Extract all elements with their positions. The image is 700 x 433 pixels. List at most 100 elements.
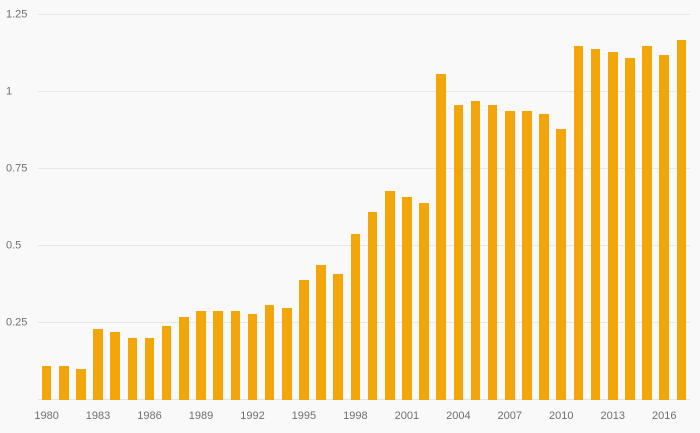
bar-slot (536, 10, 553, 400)
bar-2012 (590, 49, 601, 400)
bar-1981 (58, 366, 69, 400)
bar-1985 (127, 338, 138, 400)
bar-1984 (110, 332, 120, 400)
bar-slot (415, 10, 432, 400)
bar-slot (570, 10, 587, 400)
bar-slot (484, 10, 501, 400)
bar-slot (467, 10, 484, 400)
gridline (38, 322, 690, 324)
bar-1987 (161, 326, 172, 400)
x-tick-label: 1998 (343, 410, 368, 422)
bar-slot: 1998 (343, 10, 368, 422)
bar-1993 (264, 304, 275, 400)
gridline (38, 245, 690, 247)
x-tick-label: 1986 (137, 410, 162, 422)
x-tick-label: 1980 (34, 410, 59, 422)
bar-slot (158, 10, 175, 400)
bar-slot (518, 10, 535, 400)
x-tick-label: 2010 (549, 410, 574, 422)
bar-slot (55, 10, 72, 400)
x-tick-label: 1992 (240, 410, 265, 422)
bar-2000 (384, 190, 395, 400)
x-tick-label: 1989 (188, 410, 214, 422)
x-tick-label: 2001 (394, 410, 420, 422)
bar-2010 (556, 129, 567, 400)
x-tick-label: 2007 (497, 410, 523, 422)
bar-1995 (299, 279, 309, 400)
bar-2002 (419, 203, 429, 400)
bar-slot (330, 10, 347, 400)
bar-2003 (436, 73, 446, 400)
bar-1996 (316, 264, 326, 400)
gridline (38, 91, 690, 93)
y-tick-label: 1.25 (6, 8, 28, 21)
bar-2013 (607, 52, 618, 400)
bar-slot (124, 10, 141, 400)
bar-slot (227, 10, 244, 400)
bar-slot (673, 10, 690, 400)
bar-1992 (247, 313, 258, 400)
bar-slot (72, 10, 89, 400)
bar-slot (381, 10, 398, 400)
x-axis-baseline (38, 399, 690, 400)
bar-1991 (230, 310, 241, 400)
bar-1989 (196, 310, 206, 400)
bar-slot: 2007 (498, 10, 522, 422)
bar-2014 (625, 58, 635, 400)
bar-slot (107, 10, 124, 400)
y-tick-label: 0.25 (6, 316, 28, 329)
bar-slot (587, 10, 604, 400)
bar-1999 (367, 212, 378, 400)
bar-slot: 2004 (446, 10, 471, 422)
bar-2015 (642, 46, 652, 400)
bar-slot: 1986 (137, 10, 162, 422)
bar-2008 (522, 110, 532, 400)
bar-slot (638, 10, 655, 400)
bar-1998 (350, 233, 361, 400)
bar-2007 (505, 110, 515, 400)
y-tick-label: 0.75 (6, 162, 28, 175)
bar-slot: 2010 (549, 10, 574, 422)
gridline (38, 168, 690, 170)
bar-slot (621, 10, 638, 400)
x-tick-label: 2004 (446, 410, 471, 422)
bar-slot: 1989 (189, 10, 213, 422)
x-tick-label: 1995 (291, 410, 317, 422)
bar-1990 (213, 310, 223, 400)
y-tick-label: 0.5 (6, 239, 22, 252)
bar-1997 (333, 273, 344, 400)
bar-slot: 1983 (86, 10, 110, 422)
bar-2011 (573, 46, 584, 400)
bar-slot (313, 10, 330, 400)
bar-1994 (281, 307, 292, 400)
bar-1982 (76, 369, 86, 400)
x-tick-label: 1983 (85, 410, 111, 422)
bar-slot: 1980 (34, 10, 59, 422)
bar-slot (433, 10, 450, 400)
x-tick-label: 2013 (600, 410, 625, 422)
bar-1983 (93, 329, 103, 400)
bar-slot (261, 10, 278, 400)
bar-slot (175, 10, 192, 400)
bar-slot: 1992 (240, 10, 265, 422)
bar-slot: 2001 (395, 10, 419, 422)
bar-2005 (470, 101, 481, 400)
x-tick-label: 2016 (651, 410, 677, 422)
gridline (38, 14, 690, 16)
bar-1986 (144, 338, 155, 400)
plot-area: 0.25 0.5 0.75 1 1.25 1980 1983 1986 1989 1992 199… (6, 9, 690, 422)
bar-2001 (402, 196, 412, 400)
bar-2016 (659, 55, 669, 400)
bar-2006 (487, 104, 498, 400)
bar-slot (210, 10, 227, 400)
bar-2017 (676, 39, 687, 400)
bars: 1980 1983 1986 1989 1992 1995 1998 2001 2004 2007… (34, 10, 690, 422)
y-tick-label: 1 (6, 85, 13, 98)
bar-slot (364, 10, 381, 400)
bar-slot: 2016 (652, 10, 676, 422)
bar-1980 (41, 366, 52, 400)
bar-1988 (179, 316, 189, 400)
bar-slot: 1995 (292, 10, 316, 422)
bar-slot (278, 10, 295, 400)
bar-2009 (539, 113, 549, 400)
